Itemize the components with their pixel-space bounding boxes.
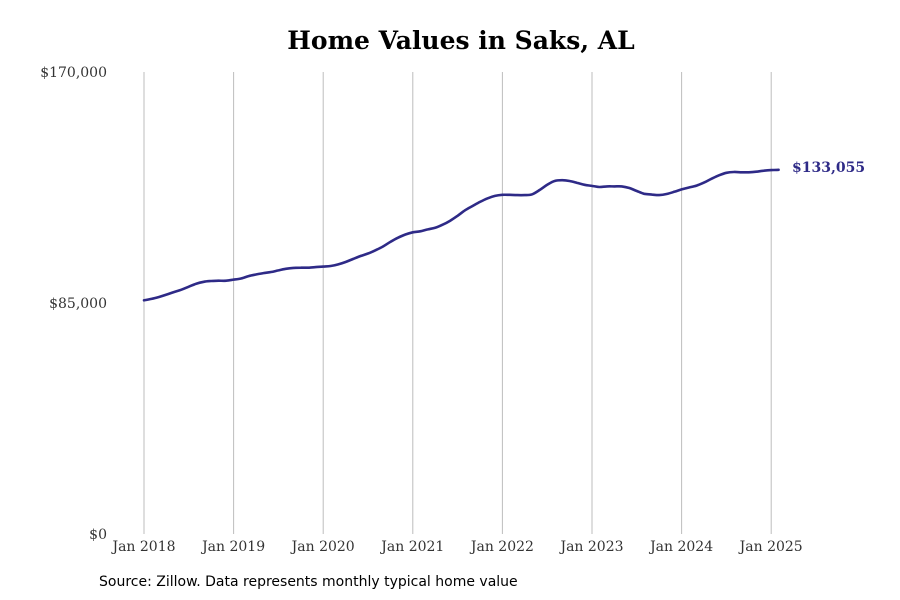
- y-tick-label: $170,000: [40, 65, 107, 81]
- series-line-0: [142, 168, 780, 302]
- y-tick-label: $85,000: [49, 296, 107, 312]
- end-value-label: $133,055: [792, 160, 865, 176]
- x-tick-label: Jan 2025: [738, 539, 803, 555]
- source-note: Source: Zillow. Data represents monthly …: [99, 574, 518, 590]
- y-tick-label: $0: [89, 527, 107, 543]
- x-tick-label: Jan 2021: [379, 539, 444, 555]
- x-tick-label: Jan 2019: [200, 539, 265, 555]
- x-tick-label: Jan 2020: [290, 539, 355, 555]
- x-tick-label: Jan 2018: [110, 539, 175, 555]
- x-tick-label: Jan 2024: [648, 539, 713, 555]
- x-tick-label: Jan 2022: [469, 539, 534, 555]
- x-tick-label: Jan 2023: [558, 539, 623, 555]
- chart-title: Home Values in Saks, AL: [287, 26, 635, 55]
